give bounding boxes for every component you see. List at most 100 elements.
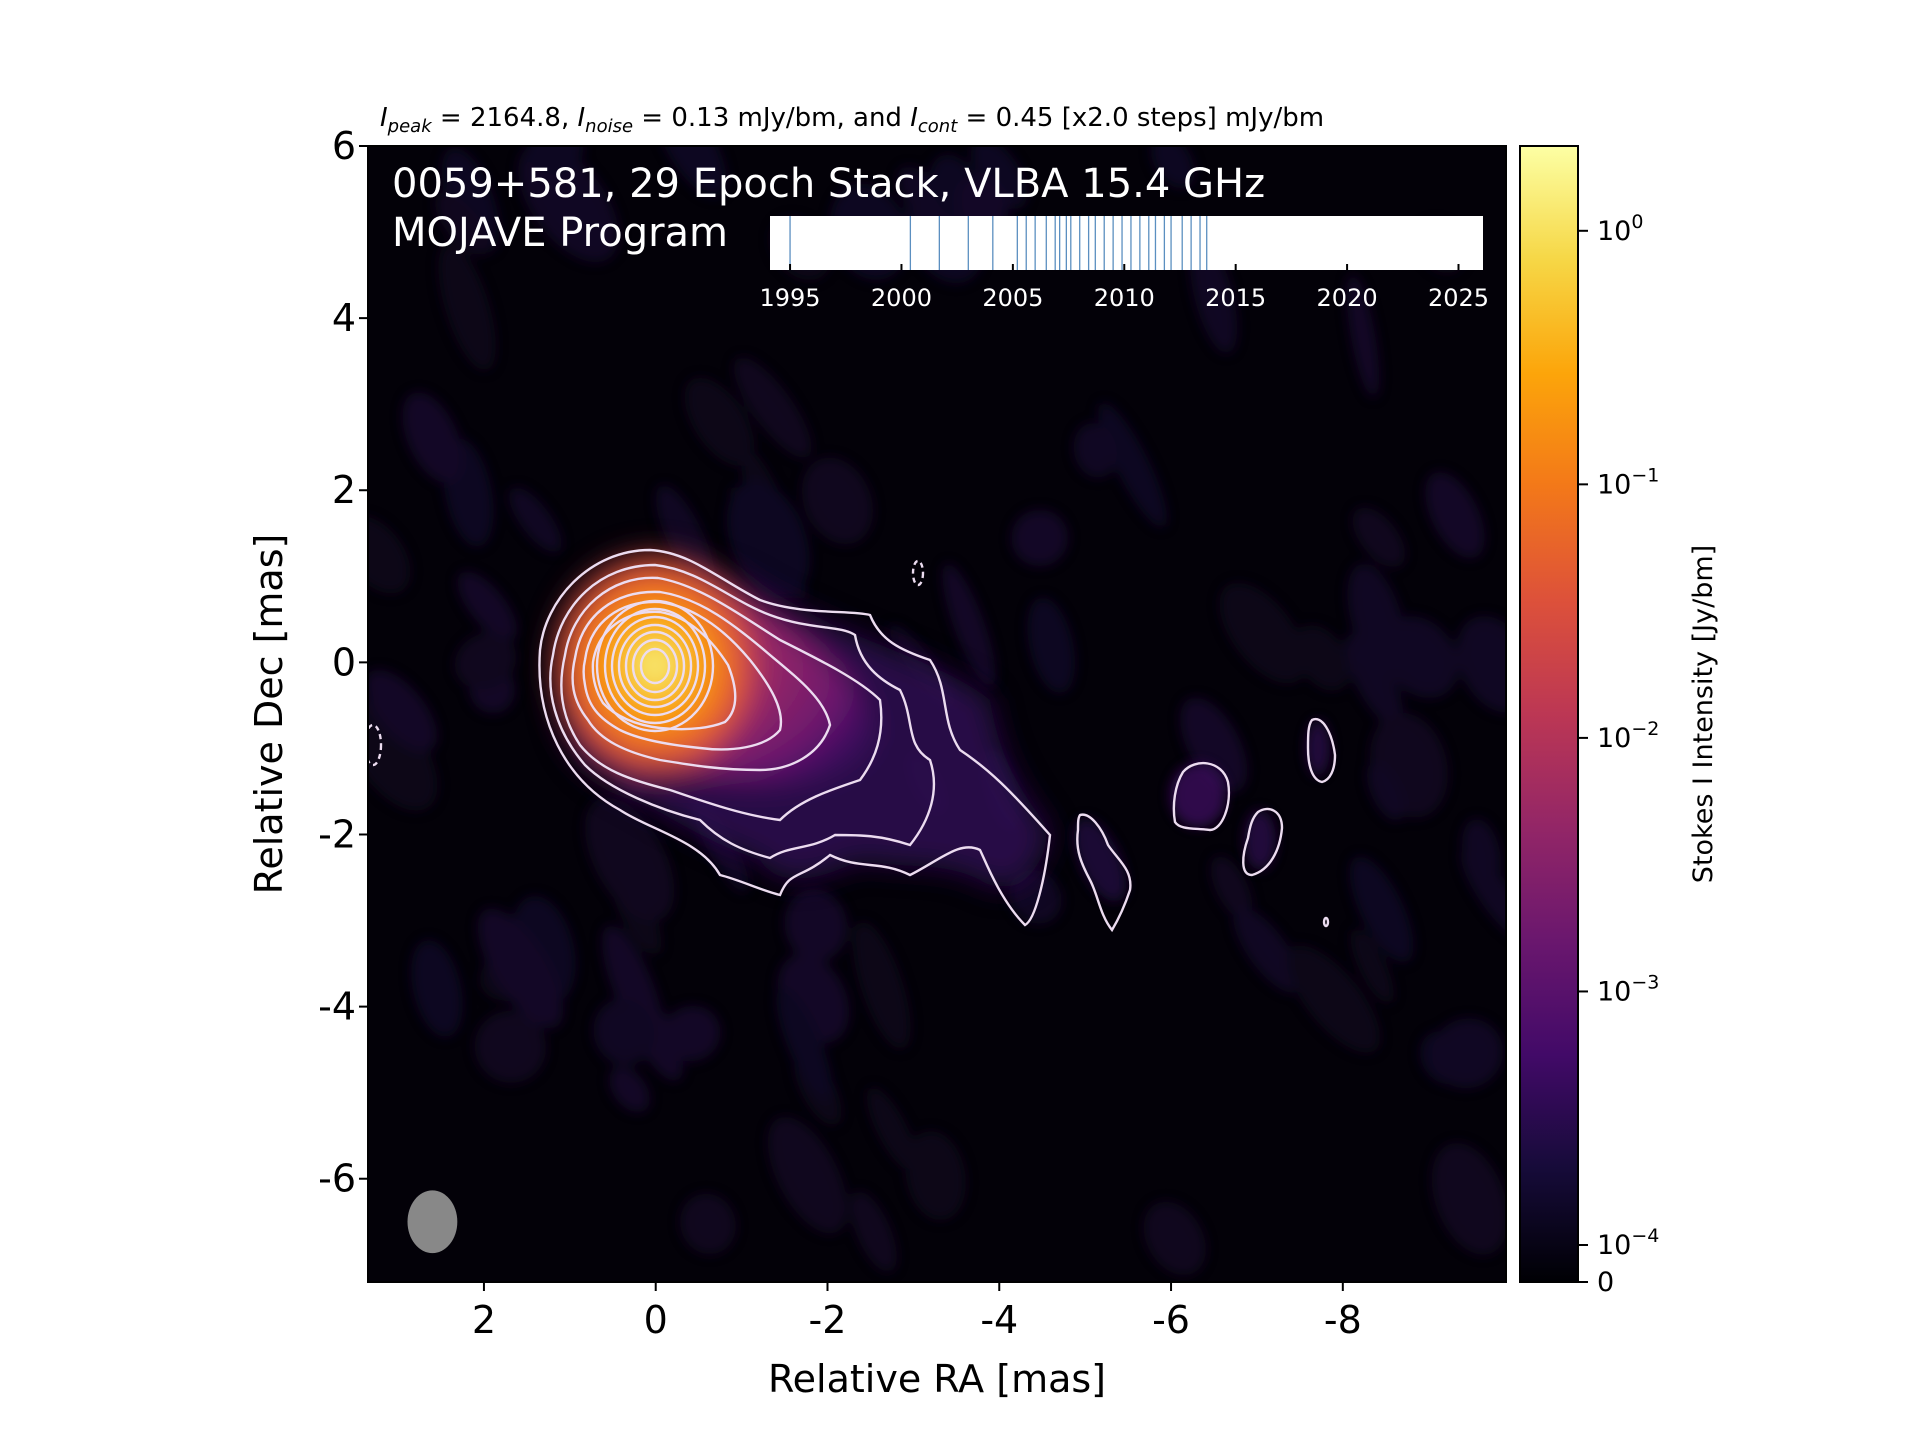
noise-label: noise	[585, 116, 633, 137]
x-axis-label: Relative RA [mas]	[768, 1357, 1106, 1401]
colorbar-tick-label-5: 0	[1597, 1267, 1614, 1298]
noise-blob	[1011, 509, 1069, 567]
y-tick-label-5: -4	[318, 985, 356, 1029]
epoch-timeline-box	[770, 216, 1483, 270]
noise-blob	[438, 243, 496, 371]
colorbar-gradient	[1519, 145, 1579, 1283]
y-tick-label-1: 4	[332, 296, 356, 340]
knot-emission-1	[1170, 763, 1226, 827]
noise-blob	[368, 701, 438, 811]
noise-blob	[726, 481, 810, 599]
noise-blob	[518, 146, 619, 263]
image-panel: 1995 2000 2005 2010 2015 2020 2025 0059+581, 2…	[367, 145, 1507, 1283]
contour-knot-1	[1172, 761, 1231, 832]
noise-blob	[1346, 274, 1380, 398]
noise-blob	[852, 921, 911, 1050]
x-tick-label-1: 0	[644, 1298, 668, 1342]
contour-knot-4	[1076, 813, 1132, 933]
x-tick-label-3: -4	[980, 1298, 1018, 1342]
core-halo	[545, 545, 765, 785]
noise-blob	[1286, 945, 1381, 1053]
restoring-beam	[407, 1190, 458, 1254]
noise-blob	[784, 889, 848, 962]
epoch-tick-label-0: 1995	[760, 284, 821, 312]
noise-blob	[776, 988, 833, 1101]
contour-knot-2	[1242, 807, 1284, 877]
noise-blob	[1073, 423, 1118, 478]
negative-contour-2	[368, 723, 383, 767]
colorbar: 100 10−1 10−2 10−3 10−4 0 Stokes I Intensity …	[1519, 145, 1719, 1298]
noise-blob	[435, 192, 490, 256]
colorbar-tick-label-0: 100	[1597, 211, 1643, 247]
colorbar-tick-label-2: 10−2	[1597, 718, 1659, 754]
noise-blob	[1431, 1018, 1504, 1089]
contour-2	[549, 563, 936, 860]
y-axis-label: Relative Dec [mas]	[247, 534, 291, 895]
noise-blob	[1219, 582, 1306, 684]
noise-blob	[970, 146, 1028, 209]
contour-9	[610, 615, 700, 717]
y-tick-label-0: 6	[332, 124, 356, 168]
contour-13	[639, 647, 671, 685]
jet-emission	[545, 545, 1050, 888]
cont-label: cont	[918, 116, 958, 137]
noise-blob	[1345, 634, 1404, 728]
epoch-lines	[789, 216, 1208, 270]
peak-value: 2164.8	[470, 103, 561, 133]
contours	[368, 548, 1337, 933]
peak-label: peak	[387, 116, 434, 137]
noise-blob	[477, 908, 564, 1029]
noise-blob	[457, 571, 518, 641]
noise-blob	[1366, 762, 1405, 821]
noise-blob	[474, 1011, 547, 1083]
contour-10	[617, 623, 693, 709]
noise-blob	[402, 392, 463, 484]
noise-blob	[593, 999, 655, 1066]
colorbar-tick-label-3: 10−3	[1597, 971, 1659, 1007]
noise-blob	[684, 377, 755, 466]
noise-blob	[368, 669, 438, 752]
x-tick-label-2: -2	[809, 1298, 847, 1342]
noise-blob	[1143, 1201, 1206, 1276]
contour-4	[571, 590, 832, 772]
knot-emission-4	[1073, 818, 1127, 902]
epoch-axis-ticks: 1995 2000 2005 2010 2015 2020 2025	[760, 264, 1489, 312]
noise-blob	[1009, 869, 1062, 924]
y-axis: 6 4 2 0 -2 -4 -6	[318, 124, 368, 1201]
noise-blob	[1233, 907, 1301, 993]
noise-blob	[609, 1066, 650, 1113]
epoch-tick-label-2: 2005	[982, 284, 1043, 312]
noise-blob	[680, 1193, 736, 1255]
intensity-summary-header: Ipeak = 2164.8, Inoise = 0.13 mJy/bm, an…	[380, 103, 1324, 137]
epoch-tick-label-3: 2010	[1094, 284, 1155, 312]
contour-11	[624, 630, 686, 702]
noise-blob	[1425, 472, 1485, 559]
negative-contour-1	[911, 559, 925, 587]
colorbar-tick-label-4: 10−4	[1597, 1225, 1659, 1261]
noise-blob	[454, 632, 517, 690]
y-tick-label-2: 2	[332, 468, 356, 512]
contour-3	[560, 576, 883, 822]
noise-blob	[1098, 402, 1167, 528]
noise-blob	[509, 487, 562, 553]
noise-blob	[1027, 597, 1076, 694]
contour-7	[595, 599, 715, 733]
noise-blob	[866, 1087, 918, 1172]
contour-knot-5	[1322, 916, 1330, 928]
contour-outer	[538, 548, 1052, 927]
contour-knot-3	[1306, 717, 1337, 784]
y-tick-label-4: -2	[318, 812, 356, 856]
noise-blob	[1456, 615, 1506, 713]
noise-blob	[801, 457, 874, 545]
colorbar-tick-label-1: 10−1	[1597, 464, 1659, 500]
x-axis: 2 0 -2 -4 -6 -8	[472, 1282, 1362, 1342]
noise-blob	[368, 515, 411, 594]
noise-blob	[1381, 616, 1459, 699]
x-tick-label-5: -8	[1324, 1298, 1362, 1342]
contour-6	[591, 610, 737, 731]
chart-title-line2: MOJAVE Program	[392, 210, 728, 256]
contour-8	[603, 607, 707, 725]
y-tick-label-3: 0	[332, 640, 356, 684]
